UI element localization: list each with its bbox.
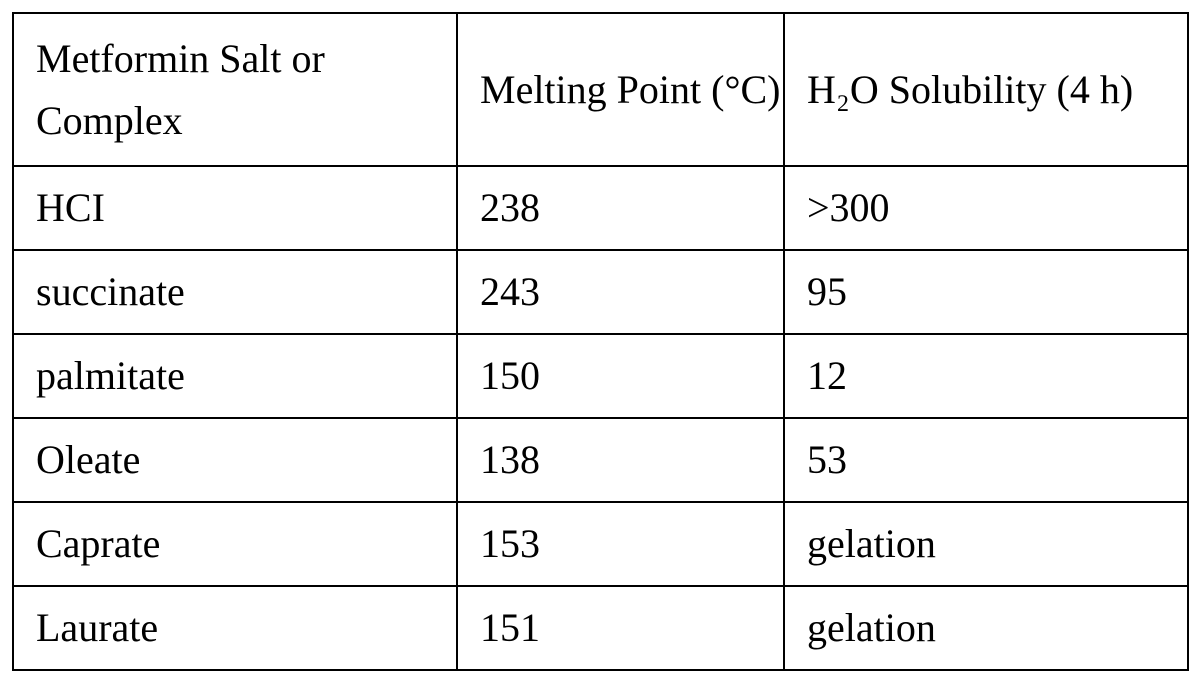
table-cell: gelation bbox=[784, 586, 1188, 670]
table-row: HCI238>300 bbox=[13, 166, 1188, 250]
page: Metformin Salt or ComplexMelting Point (… bbox=[0, 0, 1199, 687]
table-cell: 151 bbox=[457, 586, 784, 670]
table-body: Metformin Salt or ComplexMelting Point (… bbox=[13, 13, 1188, 670]
table-cell: 53 bbox=[784, 418, 1188, 502]
table-cell: HCI bbox=[13, 166, 457, 250]
table-cell: succinate bbox=[13, 250, 457, 334]
table-cell: 138 bbox=[457, 418, 784, 502]
table-cell: 12 bbox=[784, 334, 1188, 418]
header-cell: Metformin Salt or Complex bbox=[13, 13, 457, 166]
table-cell: Oleate bbox=[13, 418, 457, 502]
table-row: Oleate13853 bbox=[13, 418, 1188, 502]
data-table: Metformin Salt or ComplexMelting Point (… bbox=[12, 12, 1189, 671]
table-row: palmitate15012 bbox=[13, 334, 1188, 418]
table-cell: >300 bbox=[784, 166, 1188, 250]
table-cell: 150 bbox=[457, 334, 784, 418]
table-row: succinate24395 bbox=[13, 250, 1188, 334]
header-row: Metformin Salt or ComplexMelting Point (… bbox=[13, 13, 1188, 166]
header-cell: Melting Point (°C) bbox=[457, 13, 784, 166]
table-cell: 95 bbox=[784, 250, 1188, 334]
table-row: Laurate151gelation bbox=[13, 586, 1188, 670]
table-cell: gelation bbox=[784, 502, 1188, 586]
table-row: Caprate153gelation bbox=[13, 502, 1188, 586]
table-cell: 153 bbox=[457, 502, 784, 586]
table-cell: 243 bbox=[457, 250, 784, 334]
table-cell: 238 bbox=[457, 166, 784, 250]
table-cell: Laurate bbox=[13, 586, 457, 670]
header-cell: H₂O Solubility (4 h) bbox=[784, 13, 1188, 166]
table-cell: palmitate bbox=[13, 334, 457, 418]
table-cell: Caprate bbox=[13, 502, 457, 586]
